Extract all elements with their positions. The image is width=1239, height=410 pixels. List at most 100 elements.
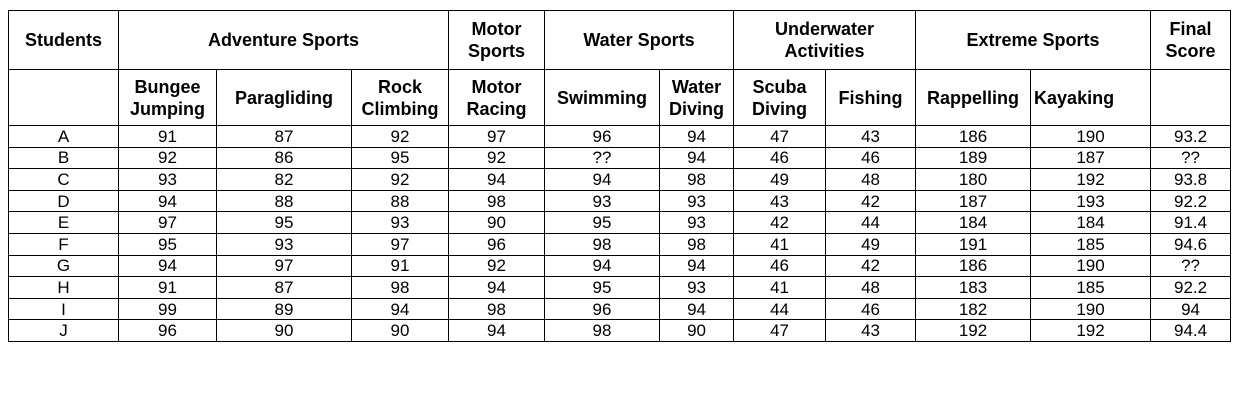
motor-racing-header-line2: Racing	[466, 98, 527, 119]
table-cell: 97	[118, 211, 217, 234]
scuba-diving-header: Scuba Diving	[733, 69, 827, 126]
table-cell: 89	[216, 297, 352, 321]
rock-climbing-header: Rock Climbing	[350, 69, 450, 126]
table-cell: 93	[659, 189, 735, 213]
table-cell: 92	[118, 146, 217, 170]
scuba-header-line2: Diving	[752, 98, 808, 119]
table-row: F 95 93 97 96 98 98 41 49 191 185 94.6	[8, 232, 1232, 256]
table-cell: 48	[825, 168, 917, 191]
final-score-header-line1: Final	[1169, 19, 1212, 39]
final-score-cell: 91.4	[1150, 211, 1232, 234]
fishing-header: Fishing	[825, 69, 917, 126]
student-cell: E	[8, 211, 119, 234]
table-cell: 98	[350, 276, 450, 299]
table-cell: 92	[350, 168, 450, 191]
table-cell: 95	[118, 232, 217, 256]
swimming-header: Swimming	[544, 69, 661, 126]
table-cell: 93	[659, 211, 735, 234]
table-row: D 94 88 88 98 93 93 43 42 187 193 92.2	[8, 189, 1232, 213]
table-cell: 192	[1030, 319, 1152, 342]
table-cell: 192	[1030, 168, 1152, 191]
table-cell: 91	[118, 125, 217, 148]
table-cell: 47	[733, 125, 827, 148]
table-cell: 46	[733, 146, 827, 170]
table-row: H 91 87 98 94 95 93 41 48 183 185 92.2	[8, 276, 1232, 299]
table-cell: 98	[544, 319, 661, 342]
table-cell: 94	[659, 146, 735, 170]
table-cell: 48	[825, 276, 917, 299]
table-cell: 91	[118, 276, 217, 299]
student-cell: I	[8, 297, 119, 321]
student-cell: G	[8, 254, 119, 278]
group-header-row: Students Adventure Sports Motor Sports Wa…	[8, 10, 1232, 70]
table-cell: 193	[1030, 189, 1152, 213]
scores-table: Students Adventure Sports Motor Sports Wa…	[8, 10, 1232, 342]
table-cell: 95	[216, 211, 352, 234]
water-sports-header: Water Sports	[544, 10, 735, 70]
table-cell: 91	[350, 254, 450, 278]
rock-header-line2: Climbing	[361, 98, 439, 119]
table-cell: 94	[448, 168, 546, 191]
table-cell: 99	[118, 297, 217, 321]
table-cell: 87	[216, 276, 352, 299]
extreme-sports-header: Extreme Sports	[915, 10, 1152, 70]
table-cell: 185	[1030, 232, 1152, 256]
table-row: I 99 89 94 98 96 94 44 46 182 190 94	[8, 297, 1232, 321]
final-score-cell: 92.2	[1150, 276, 1232, 299]
bungee-header-line1: Bungee	[134, 76, 201, 97]
final-score-cell: ??	[1150, 146, 1232, 170]
table-cell: 86	[216, 146, 352, 170]
table-cell: 88	[216, 189, 352, 213]
table-cell: 90	[216, 319, 352, 342]
table-cell: 42	[825, 189, 917, 213]
rappelling-header: Rappelling	[915, 69, 1032, 126]
water-diving-header-line2: Diving	[669, 98, 725, 119]
table-cell: 95	[350, 146, 450, 170]
water-diving-header: Water Diving	[659, 69, 735, 126]
final-score-subheader-blank	[1150, 69, 1232, 126]
table-cell: 41	[733, 232, 827, 256]
table-cell: 98	[659, 232, 735, 256]
table-cell: 93	[118, 168, 217, 191]
table-cell: 92	[448, 254, 546, 278]
table-cell: 46	[825, 297, 917, 321]
table-cell: 98	[659, 168, 735, 191]
table-cell: 82	[216, 168, 352, 191]
student-cell: C	[8, 168, 119, 191]
table-cell: 98	[544, 232, 661, 256]
table-cell: 94	[448, 276, 546, 299]
table-row: A 91 87 92 97 96 94 47 43 186 190 93.2	[8, 125, 1232, 148]
final-score-cell: 94	[1150, 297, 1232, 321]
table-cell: 94	[659, 125, 735, 148]
table-cell: 87	[216, 125, 352, 148]
table-cell: 49	[733, 168, 827, 191]
table-cell: 96	[448, 232, 546, 256]
water-diving-header-line1: Water	[671, 76, 722, 97]
motor-sports-header-line2: Sports	[468, 41, 526, 61]
table-row: G 94 97 91 92 94 94 46 42 186 190 ??	[8, 254, 1232, 278]
table-cell: 93	[544, 189, 661, 213]
table-cell: 184	[915, 211, 1032, 234]
student-cell: H	[8, 276, 119, 299]
final-score-cell: 92.2	[1150, 189, 1232, 213]
student-cell: F	[8, 232, 119, 256]
table-cell: 47	[733, 319, 827, 342]
table-cell: 94	[659, 254, 735, 278]
table-cell: 187	[915, 189, 1032, 213]
table-cell: 88	[350, 189, 450, 213]
table-cell: 94	[118, 254, 217, 278]
table-cell: 182	[915, 297, 1032, 321]
table-cell: 192	[915, 319, 1032, 342]
final-score-cell: ??	[1150, 254, 1232, 278]
scuba-header-line1: Scuba	[752, 76, 807, 97]
final-score-cell: 94.4	[1150, 319, 1232, 342]
table-cell: 96	[544, 297, 661, 321]
table-cell: 180	[915, 168, 1032, 191]
student-cell: J	[8, 319, 119, 342]
table-cell: 183	[915, 276, 1032, 299]
table-cell: 98	[448, 189, 546, 213]
final-score-cell: 93.2	[1150, 125, 1232, 148]
table-cell: 186	[915, 254, 1032, 278]
table-cell: 98	[448, 297, 546, 321]
underwater-header-line2: Activities	[784, 41, 865, 61]
